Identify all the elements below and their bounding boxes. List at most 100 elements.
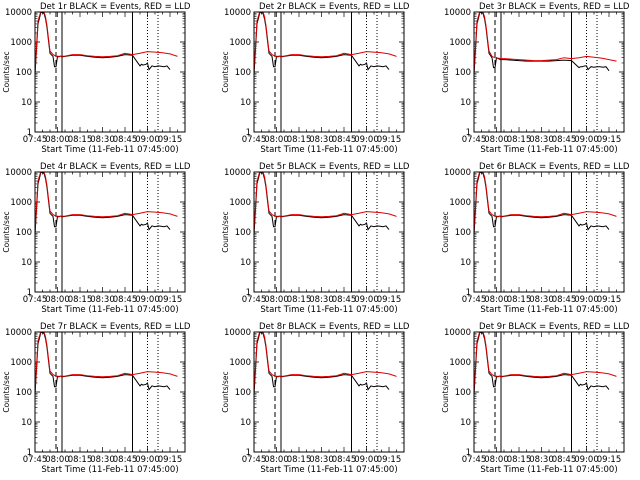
x-tick-label: 08:30 xyxy=(529,455,554,465)
y-tick-label: 100 xyxy=(235,388,251,398)
x-tick-label: 09:00 xyxy=(135,295,160,305)
x-tick-label: 09:00 xyxy=(574,295,599,305)
x-tick-label: 08:15 xyxy=(507,295,532,305)
x-tick-label: 07:45 xyxy=(242,295,267,305)
y-tick-label: 100 xyxy=(235,228,251,238)
x-tick-label: 08:30 xyxy=(90,135,115,145)
series-line-lld xyxy=(474,332,617,393)
x-axis-label: Start Time (11-Feb-11 07:45:00) xyxy=(41,305,178,315)
plot-area xyxy=(474,12,617,132)
y-tick-label: 10000 xyxy=(224,328,251,338)
x-tick-label: 07:45 xyxy=(23,455,48,465)
x-tick-label: 09:15 xyxy=(377,455,402,465)
y-tick-label: 100 xyxy=(16,228,32,238)
y-tick-label: 1 xyxy=(246,288,251,298)
y-tick-label: 10000 xyxy=(5,8,32,18)
y-axis-label: Counts/sec xyxy=(441,211,450,252)
plot-area xyxy=(474,172,617,292)
y-tick-label: 100 xyxy=(455,388,471,398)
y-tick-label: 1 xyxy=(246,128,251,138)
series-line-events xyxy=(35,172,171,235)
x-tick-label: 09:00 xyxy=(354,295,379,305)
y-tick-label: 1000 xyxy=(10,38,32,48)
x-tick-label: 07:45 xyxy=(242,135,267,145)
plot-area xyxy=(254,12,397,132)
x-tick-label: 09:15 xyxy=(597,295,622,305)
x-tick-label: 08:15 xyxy=(507,455,532,465)
x-axis-label: Start Time (11-Feb-11 07:45:00) xyxy=(260,145,397,155)
chart-title: Det 3r BLACK = Events, RED = LLD xyxy=(479,2,630,12)
y-tick-label: 1000 xyxy=(10,198,32,208)
y-tick-label: 1000 xyxy=(10,358,32,368)
y-tick-label: 10000 xyxy=(224,168,251,178)
series-line-events xyxy=(474,172,610,235)
x-tick-label: 08:15 xyxy=(287,295,312,305)
x-tick-label: 08:45 xyxy=(552,295,577,305)
y-tick-label: 1000 xyxy=(229,38,251,48)
x-tick-label: 09:15 xyxy=(158,455,183,465)
x-tick-label: 08:15 xyxy=(287,455,312,465)
x-tick-label: 08:45 xyxy=(332,455,357,465)
x-axis-label: Start Time (11-Feb-11 07:45:00) xyxy=(480,465,617,475)
chart-title: Det 4r BLACK = Events, RED = LLD xyxy=(40,162,191,172)
y-tick-label: 10 xyxy=(240,98,251,108)
x-tick-label: 08:45 xyxy=(552,455,577,465)
y-tick-label: 10000 xyxy=(444,168,471,178)
x-tick-label: 07:45 xyxy=(23,295,48,305)
x-tick-label: 08:00 xyxy=(264,295,289,305)
y-tick-label: 100 xyxy=(455,68,471,78)
y-axis-label: Counts/sec xyxy=(2,51,11,92)
chart-title: Det 8r BLACK = Events, RED = LLD xyxy=(259,322,410,332)
x-tick-label: 08:30 xyxy=(529,135,554,145)
y-tick-label: 1 xyxy=(246,448,251,458)
series-line-events xyxy=(474,12,610,75)
x-tick-label: 08:45 xyxy=(332,295,357,305)
y-tick-label: 100 xyxy=(16,68,32,78)
y-tick-label: 100 xyxy=(16,388,32,398)
x-tick-label: 09:15 xyxy=(158,295,183,305)
x-axis-label: Start Time (11-Feb-11 07:45:00) xyxy=(41,465,178,475)
chart-title: Det 6r BLACK = Events, RED = LLD xyxy=(479,162,630,172)
x-tick-label: 09:15 xyxy=(597,455,622,465)
series-line-lld xyxy=(35,332,178,393)
x-axis-label: Start Time (11-Feb-11 07:45:00) xyxy=(480,305,617,315)
chart-panel-4r: Det 4r BLACK = Events, RED = LLD 1 10 100 10… xyxy=(2,162,191,315)
chart-panel-6r: Det 6r BLACK = Events, RED = LLD 1 10 100 10… xyxy=(441,162,630,315)
plot-frame xyxy=(473,171,625,293)
x-tick-label: 08:45 xyxy=(552,135,577,145)
y-tick-label: 10000 xyxy=(5,168,32,178)
y-tick-label: 1000 xyxy=(229,198,251,208)
x-tick-label: 08:15 xyxy=(287,135,312,145)
y-tick-label: 1000 xyxy=(229,358,251,368)
y-axis-label: Counts/sec xyxy=(2,371,11,412)
plot-area xyxy=(254,172,397,292)
chart-panel-8r: Det 8r BLACK = Events, RED = LLD 1 10 100 10… xyxy=(221,322,410,475)
x-tick-label: 08:30 xyxy=(529,295,554,305)
chart-title: Det 2r BLACK = Events, RED = LLD xyxy=(259,2,410,12)
x-tick-label: 08:45 xyxy=(113,295,138,305)
series-line-events xyxy=(35,332,171,395)
plot-frame xyxy=(34,11,186,133)
x-tick-label: 08:30 xyxy=(90,455,115,465)
plot-area xyxy=(35,12,178,132)
y-tick-label: 10000 xyxy=(224,8,251,18)
x-tick-label: 08:15 xyxy=(68,295,93,305)
y-axis-label: Counts/sec xyxy=(441,371,450,412)
y-tick-label: 1 xyxy=(27,288,32,298)
plot-area xyxy=(35,172,178,292)
x-tick-label: 09:00 xyxy=(135,135,160,145)
x-axis-label: Start Time (11-Feb-11 07:45:00) xyxy=(480,145,617,155)
chart-title: Det 7r BLACK = Events, RED = LLD xyxy=(40,322,191,332)
y-axis-label: Counts/sec xyxy=(221,51,230,92)
x-tick-label: 09:15 xyxy=(377,295,402,305)
x-tick-label: 08:30 xyxy=(90,295,115,305)
series-line-events xyxy=(35,12,171,75)
y-axis-label: Counts/sec xyxy=(221,211,230,252)
plot-frame xyxy=(473,11,625,133)
y-tick-label: 1000 xyxy=(449,198,471,208)
x-tick-label: 08:15 xyxy=(68,135,93,145)
y-tick-label: 10000 xyxy=(444,8,471,18)
x-tick-label: 07:45 xyxy=(23,135,48,145)
x-tick-label: 08:00 xyxy=(45,135,70,145)
